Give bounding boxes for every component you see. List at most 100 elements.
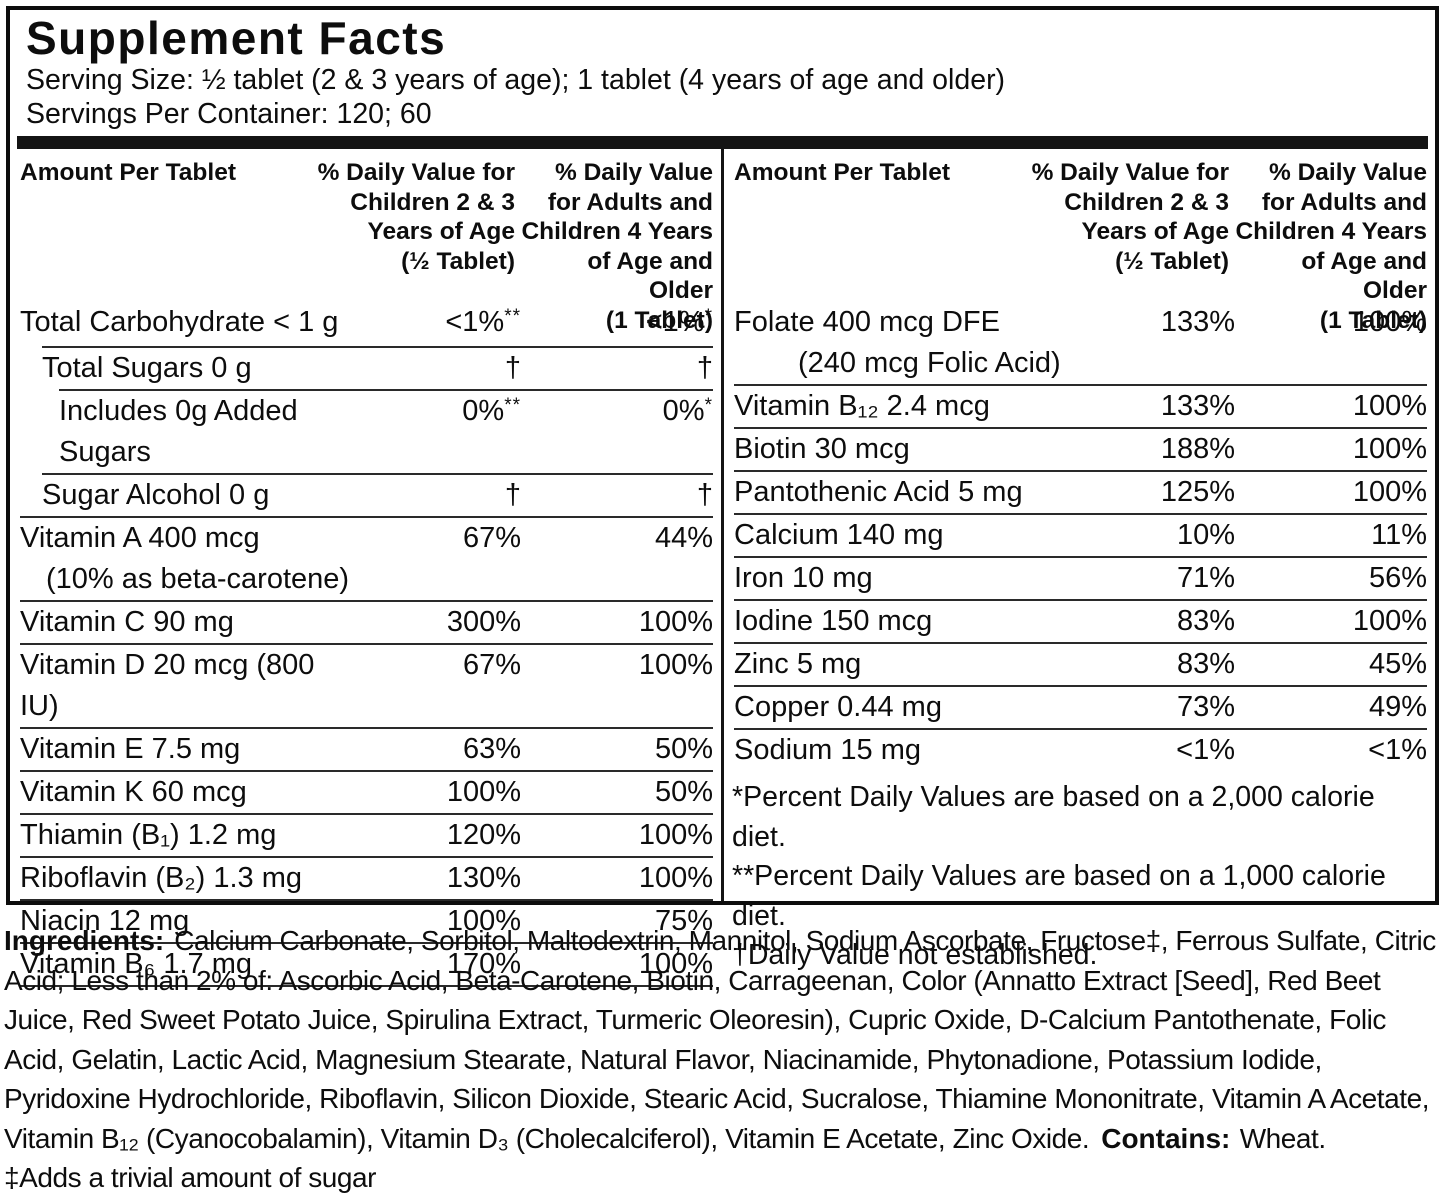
table-row: Vitamin B₆ 1.7 mg 170% 100% [20,942,713,985]
dv-children-value: 0%** [462,395,521,427]
dv-adults-value: 100% [1352,390,1427,422]
label-title: Supplement Facts [26,12,447,64]
dv-adults-value: 0%* [662,395,713,427]
dv-children-value: † [504,352,521,384]
dv-adults-value: † [696,479,713,511]
dv-children-value: 67% [462,649,521,681]
dv-adults-value: † [696,352,713,384]
nutrient-name: Vitamin A 400 mcg (10% as beta-carotene) [20,522,350,595]
dv-adults-value: 50% [654,776,713,808]
ingredients-label: Ingredients: [4,925,165,956]
table-row: Thiamin (B₁) 1.2 mg 120% 100% [20,813,713,856]
nutrient-name: Riboflavin (B₂) 1.3 mg [20,862,303,894]
dv-children-value: 130% [446,862,521,894]
left-panel: Amount Per Tablet % Daily Value for Chil… [10,149,721,987]
dv-adults-value: 56% [1368,562,1427,594]
table-row: Includes 0g Added Sugars 0%** 0%* [59,389,713,473]
left-nutrient-rows: Total Carbohydrate < 1 g <1%** <1%* Total S… [10,301,721,985]
dv-adults-value: 45% [1368,648,1427,680]
sugar-footnote: ‡Adds a trivial amount of sugar [4,1162,377,1193]
supplement-facts-label: { "title": "Supplement Facts", "serving"… [4,6,1439,1193]
nutrient-name: Sodium 15 mg [734,734,921,766]
amount-per-tablet-header: Amount Per Tablet [734,159,950,186]
table-row: Total Sugars 0 g † † [42,346,713,389]
nutrient-name: Iodine 150 mcg [734,605,933,637]
dv-adults-value: <1% [1368,734,1427,766]
nutrient-name: Total Carbohydrate < 1 g [20,306,339,338]
dv-adults-header: % Daily Value for Adults and Children 4 … [521,159,713,334]
table-row: Iodine 150 mcg 83% 100% [734,599,1427,642]
table-row: Folate 400 mcg DFE (240 mcg Folic Acid) 13… [734,302,1427,384]
table-row: Sugar Alcohol 0 g † † [42,473,713,516]
supplement-facts-panel: Supplement Facts Serving Size: ½ tablet … [6,6,1439,987]
table-row: Calcium 140 mg 10% 11% [734,513,1427,556]
dv-children-value: 10% [1176,519,1235,551]
dv-adults-value: 100% [638,819,713,851]
dv-children-value: 133% [1160,390,1235,422]
dv-adults-value: 100% [638,862,713,894]
dv-adults-header: % Daily Value for Adults and Children 4 … [1235,159,1427,334]
dv-children-value: 133% [1160,306,1235,338]
table-row: Total Carbohydrate < 1 g <1%** <1%* [20,302,713,346]
ingredients-text: Calcium Carbonate, Sorbitol, Maltodextri… [4,925,1436,1154]
footnote-2000-calorie: *Percent Daily Values are based on a 2,0… [732,781,1375,853]
nutrient-name: Zinc 5 mg [734,648,862,680]
vertical-divider [721,149,724,901]
footnotes: *Percent Daily Values are based on a 2,0… [724,773,1435,976]
dv-adults-value: <1%* [645,306,713,338]
dv-adults-value: 50% [654,733,713,765]
nutrient-name: Biotin 30 mcg [734,433,910,465]
nutrient-name: Vitamin B₁₂ 2.4 mcg [734,390,990,422]
nutrient-name: Sugar Alcohol 0 g [42,479,270,511]
dv-children-header: % Daily Value for Children 2 & 3 Years o… [1031,159,1229,275]
dv-adults-value: 75% [654,905,713,937]
servings-per-container-line: Servings Per Container: 120; 60 [26,97,432,130]
dv-children-value: 100% [446,776,521,808]
left-table-end-line [20,985,713,987]
table-row: Copper 0.44 mg 73% 49% [734,685,1427,728]
dv-children-value: 100% [446,905,521,937]
table-row: Riboflavin (B₂) 1.3 mg 130% 100% [20,856,713,899]
dv-children-value: 300% [446,606,521,638]
nutrient-name: Includes 0g Added Sugars [59,395,298,468]
dv-children-value: <1% [1176,734,1235,766]
ingredients-section: Ingredients: Calcium Carbonate, Sorbitol,… [4,921,1442,1198]
dv-adults-value: 100% [638,606,713,638]
table-row: Vitamin K 60 mcg 100% 50% [20,770,713,813]
table-row: Niacin 12 mg 100% 75% [20,899,713,942]
table-row: Vitamin C 90 mg 300% 100% [20,600,713,643]
right-nutrient-rows: Folate 400 mcg DFE (240 mcg Folic Acid) 13… [724,301,1435,771]
dv-adults-value: 44% [654,522,713,554]
amount-per-tablet-header: Amount Per Tablet [20,159,236,186]
table-row: Vitamin A 400 mcg (10% as beta-carotene) 6… [20,516,713,600]
nutrient-name: Vitamin E 7.5 mg [20,733,241,765]
dv-children-value: 125% [1160,476,1235,508]
serving-size-line: Serving Size: ½ tablet (2 & 3 years of a… [26,64,1006,96]
table-row: Vitamin B₁₂ 2.4 mcg 133% 100% [734,384,1427,427]
dv-adults-value: 100% [1352,433,1427,465]
nutrient-name: Vitamin K 60 mcg [20,776,247,808]
contains-label: Contains: [1101,1122,1231,1154]
nutrient-name: Vitamin B₆ 1.7 mg [20,948,252,980]
dv-children-value: <1%** [445,306,521,338]
table-row: Sodium 15 mg <1% <1% [734,728,1427,771]
dv-children-value: 73% [1176,691,1235,723]
dv-children-value: † [504,479,521,511]
contains-text: Wheat. [1239,1122,1326,1154]
dv-children-value: 120% [446,819,521,851]
right-column-headers: Amount Per Tablet % Daily Value for Chil… [724,149,1435,334]
dv-adults-value: 100% [638,948,713,980]
nutrient-name: Vitamin D 20 mcg (800 IU) [20,649,315,722]
ingredients-paragraph: Ingredients: Calcium Carbonate, Sorbitol,… [4,921,1442,1158]
footnote-dv-not-established: †Daily Value not established. [732,939,1098,971]
left-column-headers: Amount Per Tablet % Daily Value for Chil… [10,149,721,334]
table-row: Iron 10 mg 71% 56% [734,556,1427,599]
table-row: Pantothenic Acid 5 mg 125% 100% [734,470,1427,513]
dv-adults-value: 100% [1352,476,1427,508]
dv-children-value: 63% [462,733,521,765]
table-row: Zinc 5 mg 83% 45% [734,642,1427,685]
nutrient-name: Thiamin (B₁) 1.2 mg [20,819,277,851]
table-row: Vitamin E 7.5 mg 63% 50% [20,727,713,770]
nutrient-name: Copper 0.44 mg [734,691,942,723]
table-row: Biotin 30 mcg 188% 100% [734,427,1427,470]
